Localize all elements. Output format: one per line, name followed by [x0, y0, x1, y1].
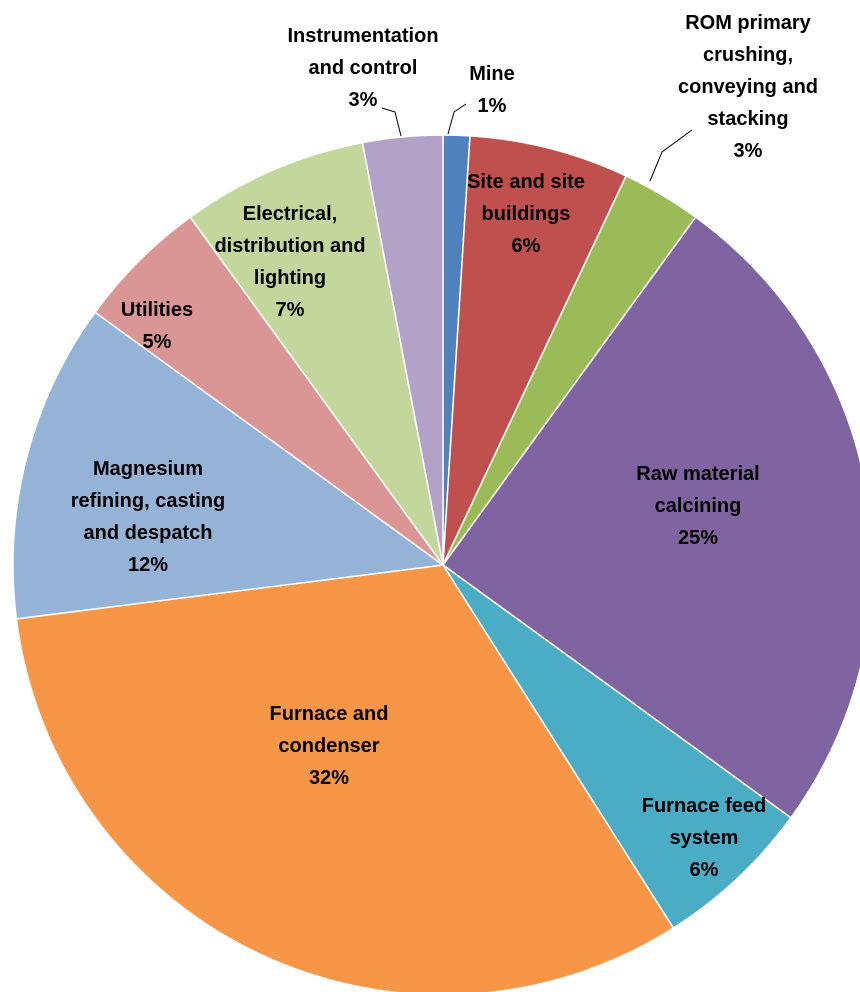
slice-category-label: Furnace and: [270, 703, 389, 725]
slice-category-label: and despatch: [84, 522, 213, 544]
slice-category-label: ROM primary: [685, 12, 811, 34]
slice-value-label: 12%: [128, 554, 168, 576]
slice-value-label: 3%: [734, 140, 763, 162]
leader-line: [447, 103, 467, 135]
pie-slice-electrical-distribution-and-lighting: [189, 141, 444, 566]
slice-category-label: and control: [309, 57, 418, 79]
slice-category-label: Mine: [469, 63, 515, 85]
slice-value-label: 7%: [276, 299, 305, 321]
slice-value-label: 1%: [478, 95, 507, 117]
slice-labels: Mine 1% Site and site buildings 6% ROM primar…: [71, 12, 818, 881]
slice-category-label: Furnace feed: [642, 795, 766, 817]
leader-lines: [381, 103, 693, 182]
slice-value-label: 5%: [143, 331, 172, 353]
slice-category-label: conveying and: [678, 76, 818, 98]
slice-value-label: 3%: [349, 89, 378, 111]
leader-line: [381, 107, 402, 137]
slice-category-label: system: [670, 827, 739, 849]
pie-slice-raw-material-calcining: [441, 216, 860, 819]
slice-category-label: stacking: [707, 108, 788, 130]
slice-value-label: 6%: [690, 859, 719, 881]
slice-category-label: condenser: [278, 735, 379, 757]
slice-value-label: 32%: [309, 767, 349, 789]
slice-category-label: crushing,: [703, 44, 793, 66]
slice-category-label: Utilities: [121, 299, 193, 321]
slice-category-label: Magnesium: [93, 458, 203, 480]
pie-slice-site-and-site-buildings: [442, 135, 628, 566]
slice-category-label: Raw material: [636, 463, 759, 485]
pie-slices: [12, 134, 860, 992]
pie-slice-instrumentation-and-control: [361, 134, 444, 566]
pie-slice-furnace-and-condenser: [15, 564, 675, 992]
slice-category-label: Electrical,: [243, 203, 338, 225]
pie-slice-magnesium-refining-casting-and-despatch: [12, 311, 445, 620]
slice-value-label: 25%: [678, 527, 718, 549]
slice-category-label: refining, casting: [71, 490, 225, 512]
leader-line: [649, 129, 693, 182]
slice-category-label: distribution and: [214, 235, 365, 257]
slice-category-label: calcining: [655, 495, 742, 517]
pie-slice-furnace-feed-system: [442, 564, 792, 930]
slice-value-label: 6%: [512, 235, 541, 257]
slice-category-label: buildings: [482, 203, 571, 225]
slice-category-label: Instrumentation: [287, 25, 438, 47]
slice-category-label: Site and site: [467, 171, 585, 193]
slice-category-label: lighting: [254, 267, 326, 289]
